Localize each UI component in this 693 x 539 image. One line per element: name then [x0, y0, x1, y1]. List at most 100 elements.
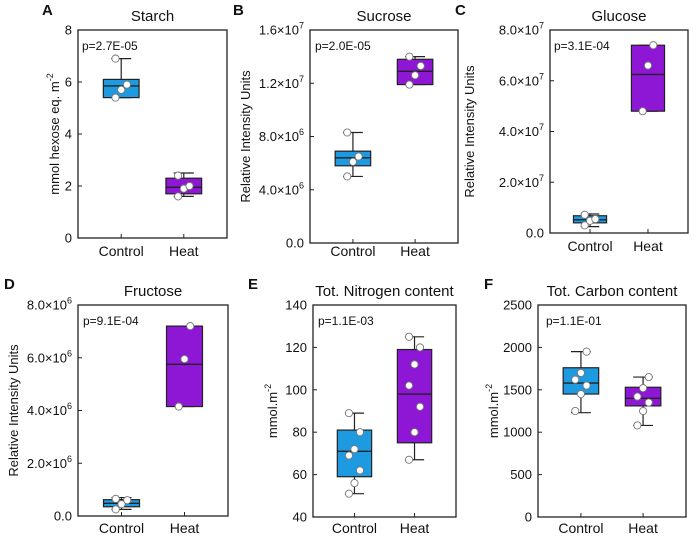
data-point: [633, 421, 642, 430]
plot-frame: [77, 304, 229, 517]
chart-title: Starch: [131, 8, 174, 25]
box-control: [334, 128, 372, 181]
y-tick-label: 8.0×106: [259, 127, 304, 144]
data-point: [639, 384, 648, 393]
data-point: [582, 347, 591, 356]
panel-letter: B: [233, 2, 244, 19]
panel-letter: C: [455, 2, 466, 19]
data-point: [410, 428, 419, 437]
chart-title: Sucrose: [356, 8, 411, 25]
data-point: [343, 128, 352, 137]
x-tick-label: Heat: [400, 243, 430, 259]
data-point: [355, 466, 365, 475]
panel-letter: A: [42, 2, 53, 19]
data-point: [174, 171, 183, 180]
y-tick-label: 60: [293, 467, 307, 482]
plot-frame: [77, 29, 228, 239]
box-iqr: [336, 429, 373, 478]
data-point: [404, 332, 414, 341]
y-tick-label: 0.0: [286, 236, 304, 251]
panel-d: D Fructose 0.0 2.0×106 4.0×106 6.0×106 8.0×106…: [4, 276, 229, 536]
data-point: [649, 41, 658, 50]
data-point: [571, 375, 580, 384]
data-point: [405, 80, 414, 89]
y-tick-label: 4: [65, 127, 72, 142]
data-point: [111, 505, 120, 514]
data-point: [415, 402, 425, 411]
data-point: [123, 496, 132, 505]
y-tick-label: 1.2×107: [259, 74, 304, 91]
x-tick-label: Control: [558, 520, 603, 536]
x-tick-label: Control: [567, 238, 612, 254]
y-tick-label: 0.0: [526, 226, 544, 241]
box-heat: [165, 322, 204, 411]
box-control: [102, 494, 141, 514]
y-tick-label: 140: [285, 298, 307, 313]
data-point: [404, 455, 414, 464]
x-tick-label: Control: [99, 243, 144, 259]
data-point: [405, 52, 414, 61]
data-point: [576, 368, 585, 377]
chart-title: Tot. Carbon content: [547, 283, 679, 300]
y-tick-label: 2000: [503, 340, 532, 355]
p-value-label: p=2.7E-05: [82, 39, 138, 53]
y-tick-label: 6.0×106: [27, 348, 72, 365]
y-tick-label: 6: [65, 75, 72, 90]
data-point: [343, 172, 352, 181]
data-point: [344, 489, 354, 498]
y-axis-label: Relative Intensity Units: [462, 65, 477, 198]
data-point: [410, 360, 419, 369]
data-point: [411, 71, 420, 80]
y-tick-label: 0: [525, 510, 532, 525]
plot-frame: [309, 29, 459, 244]
y-tick-label: 80: [293, 425, 307, 440]
data-point: [174, 192, 183, 201]
x-tick-label: Heat: [400, 520, 430, 536]
y-axis-label: mmol.m-2: [484, 384, 501, 438]
data-point: [639, 406, 648, 416]
data-point: [350, 479, 359, 488]
y-tick-label: 8.0×107: [499, 21, 544, 38]
box-control: [572, 210, 608, 230]
box-control: [562, 347, 600, 416]
data-point: [591, 214, 600, 224]
panel-letter: D: [4, 276, 15, 293]
data-point: [344, 451, 354, 460]
panel-letter: F: [484, 276, 493, 293]
data-point: [644, 373, 653, 382]
data-point: [355, 428, 365, 437]
data-point: [576, 389, 585, 399]
data-point: [111, 494, 120, 503]
data-point: [415, 343, 425, 352]
p-value-label: p=1.1E-03: [318, 314, 374, 328]
data-point: [633, 392, 642, 401]
y-axis-label: Relative Intensity Units: [238, 70, 253, 203]
x-tick-label: Control: [330, 243, 375, 259]
data-point: [122, 80, 131, 89]
chart-title: Glucose: [591, 8, 646, 25]
data-point: [582, 381, 591, 390]
data-point: [404, 381, 414, 390]
box-control: [336, 409, 373, 498]
data-point: [644, 398, 653, 407]
y-tick-label: 2500: [503, 298, 532, 313]
box-heat: [396, 332, 433, 464]
y-tick-label: 8: [65, 23, 72, 38]
data-point: [174, 402, 183, 411]
data-point: [348, 157, 357, 166]
panel-a: A Starch 0 2 4 6 8 mmol hexose eq. m-2 p=2.7E-05…: [42, 2, 228, 259]
panel-letter: E: [248, 276, 258, 293]
box-iqr: [165, 325, 204, 408]
y-tick-label: 0.0: [54, 509, 72, 524]
y-axis-label: Relative Intensity Units: [6, 344, 21, 477]
panel-c: C Glucose 0.0 2.0×107 4.0×107 6.0×107 8.0×107 R…: [455, 2, 689, 254]
y-tick-label: 1500: [503, 382, 532, 397]
x-tick-label: Heat: [170, 520, 200, 536]
box-heat: [630, 41, 666, 116]
plot-frame: [312, 304, 457, 518]
y-tick-label: 40: [293, 510, 307, 525]
y-tick-label: 2.0×107: [499, 173, 544, 190]
data-point: [111, 54, 120, 63]
data-point: [643, 61, 653, 70]
